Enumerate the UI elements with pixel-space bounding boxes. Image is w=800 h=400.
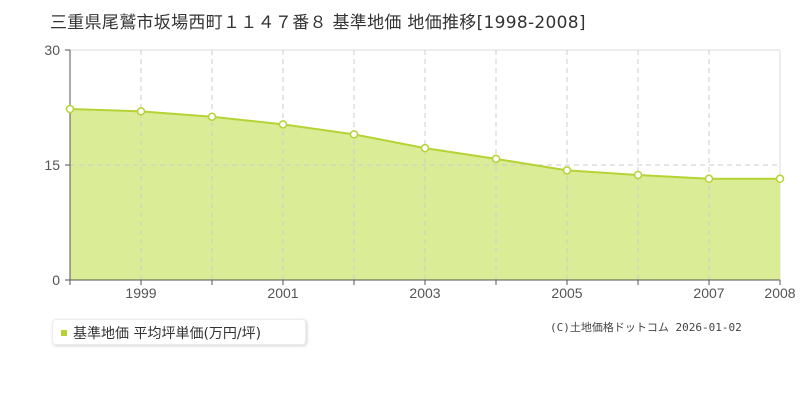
y-tick-label: 30 (44, 42, 60, 58)
copyright-credit: (C)土地価格ドットコム 2026-01-02 (550, 321, 742, 334)
x-tick-label: 2003 (409, 285, 440, 301)
x-tick-label: 2008 (764, 285, 795, 301)
data-point (633, 170, 643, 180)
y-tick-label: 0 (52, 272, 60, 288)
data-point (207, 112, 217, 121)
data-point (420, 143, 430, 153)
x-tick-label: 1999 (125, 285, 156, 301)
legend-swatch-icon (61, 330, 67, 336)
x-tick-label: 2001 (267, 285, 298, 301)
data-point (65, 104, 75, 114)
data-point (704, 174, 714, 184)
legend-label: 基準地価 平均坪単価(万円/坪) (73, 326, 262, 342)
data-point (491, 154, 501, 164)
y-tick-label: 15 (44, 157, 60, 173)
chart-title: 三重県尾鷲市坂場西町１１４７番８ 基準地価 地価推移[1998-2008] (50, 13, 586, 33)
data-point (278, 120, 288, 129)
x-tick-label: 2005 (551, 285, 582, 301)
data-point (562, 166, 572, 175)
data-point (136, 107, 146, 116)
data-point (349, 130, 359, 139)
x-tick-label: 2007 (693, 285, 724, 301)
legend: 基準地価 平均坪単価(万円/坪) (52, 319, 306, 345)
data-point (775, 174, 785, 184)
